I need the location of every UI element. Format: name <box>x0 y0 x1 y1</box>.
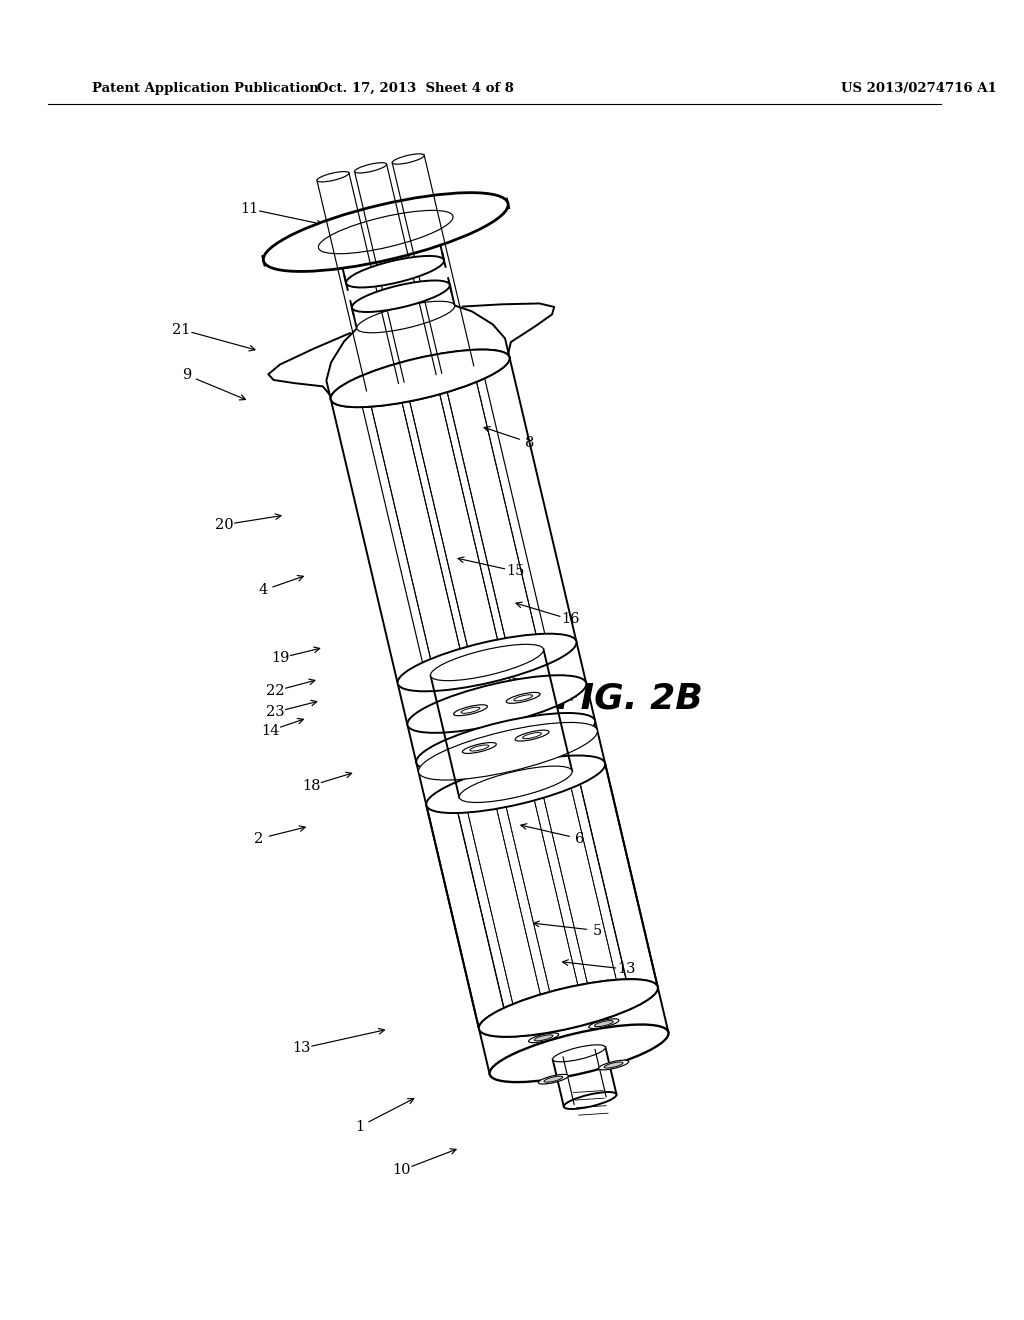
Text: 14: 14 <box>261 723 280 738</box>
Ellipse shape <box>352 280 450 312</box>
Ellipse shape <box>354 162 387 173</box>
Text: 3: 3 <box>633 993 642 1007</box>
Ellipse shape <box>479 979 657 1036</box>
Text: 20: 20 <box>215 517 233 532</box>
Ellipse shape <box>459 766 572 803</box>
Ellipse shape <box>594 1020 613 1027</box>
Text: 13: 13 <box>292 1041 310 1056</box>
Ellipse shape <box>553 1045 605 1061</box>
Text: 12: 12 <box>364 209 382 223</box>
Ellipse shape <box>539 1074 568 1084</box>
Ellipse shape <box>604 1063 623 1068</box>
Ellipse shape <box>506 693 540 704</box>
Ellipse shape <box>397 634 577 692</box>
Ellipse shape <box>263 193 508 272</box>
Ellipse shape <box>544 1076 563 1082</box>
Ellipse shape <box>522 733 542 739</box>
Text: 8: 8 <box>524 436 535 450</box>
Text: FIG. 2B: FIG. 2B <box>556 681 702 715</box>
Text: 23: 23 <box>266 705 285 719</box>
Ellipse shape <box>489 1024 669 1082</box>
Ellipse shape <box>470 744 488 751</box>
Ellipse shape <box>408 676 587 733</box>
Text: 9: 9 <box>182 368 191 381</box>
Text: 21: 21 <box>172 322 190 337</box>
Text: 4: 4 <box>258 583 267 598</box>
Text: 10: 10 <box>392 1163 412 1177</box>
Text: 6: 6 <box>575 832 585 846</box>
Ellipse shape <box>564 1092 616 1109</box>
Text: US 2013/0274716 A1: US 2013/0274716 A1 <box>841 82 996 95</box>
Ellipse shape <box>528 1034 559 1043</box>
Ellipse shape <box>430 644 544 681</box>
Text: 1: 1 <box>355 1119 364 1134</box>
Ellipse shape <box>416 713 595 771</box>
Text: 13: 13 <box>616 962 635 977</box>
Ellipse shape <box>426 755 605 813</box>
Text: Oct. 17, 2013  Sheet 4 of 8: Oct. 17, 2013 Sheet 4 of 8 <box>317 82 514 95</box>
Ellipse shape <box>461 708 480 713</box>
Text: Patent Application Publication: Patent Application Publication <box>92 82 318 95</box>
Text: 2: 2 <box>254 832 263 846</box>
Text: 18: 18 <box>302 779 321 792</box>
Ellipse shape <box>515 730 549 741</box>
Ellipse shape <box>535 1035 553 1041</box>
Ellipse shape <box>318 210 453 253</box>
Ellipse shape <box>331 350 510 407</box>
Ellipse shape <box>346 256 444 288</box>
Text: 15: 15 <box>506 564 524 578</box>
Ellipse shape <box>589 1019 618 1028</box>
Text: 19: 19 <box>271 651 290 665</box>
Ellipse shape <box>317 172 349 182</box>
Ellipse shape <box>419 722 597 780</box>
Ellipse shape <box>392 154 424 164</box>
Ellipse shape <box>479 979 657 1036</box>
Ellipse shape <box>356 301 455 333</box>
Ellipse shape <box>463 743 497 754</box>
Text: 22: 22 <box>266 684 285 698</box>
Ellipse shape <box>454 705 487 715</box>
Ellipse shape <box>598 1060 629 1071</box>
Text: 11: 11 <box>241 202 258 215</box>
Ellipse shape <box>514 694 532 701</box>
Text: 16: 16 <box>561 612 580 627</box>
Text: 5: 5 <box>593 924 602 937</box>
Text: 7: 7 <box>567 690 577 704</box>
Ellipse shape <box>331 350 510 407</box>
